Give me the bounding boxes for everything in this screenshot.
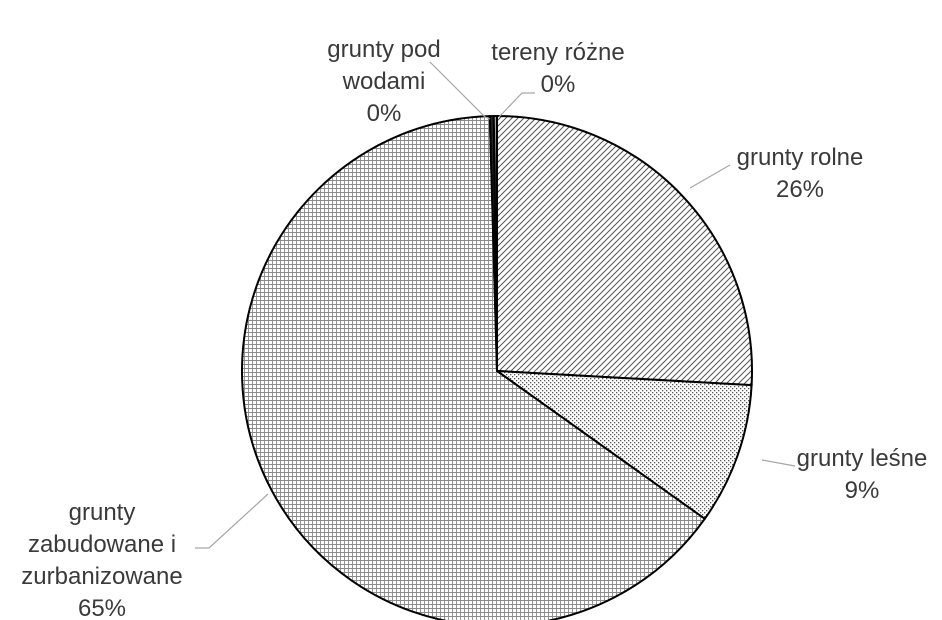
slice-value-label: 9% [845,477,880,504]
slice-labels: grunty rolne 26% grunty leśne 9% grunty zabud… [21,36,927,620]
pie-slice-2 [241,115,707,620]
slice-label-2: grunty zabudowane i zurbanizowane 65% [21,499,182,620]
leader-line-3 [429,61,491,120]
pie-slices [241,114,753,620]
leader-line-2 [195,493,269,549]
slice-name-label: wodami [342,68,426,95]
slice-value-label: 26% [776,176,824,203]
leader-line-0 [689,164,731,189]
slice-value-label: 0% [367,100,402,127]
slice-name-label: grunty pod [327,36,440,63]
leader-line-1 [761,459,796,467]
slice-name-label: zurbanizowane [21,563,182,590]
slice-label-3: grunty pod wodami 0% [327,36,440,127]
pie-slice-4 [492,114,498,372]
slice-name-label: zabudowane i [28,531,176,558]
slice-value-label: 65% [78,595,126,620]
slice-name-label: grunty rolne [737,144,864,171]
leader-line-4 [498,92,535,118]
slice-label-4: tereny różne 0% [491,39,624,98]
slice-value-label: 0% [541,71,576,98]
slice-name-label: grunty leśne [797,445,928,472]
pie-slice-1 [493,369,753,521]
leader-lines [195,61,796,549]
slice-name-label: tereny różne [491,39,624,66]
pie-slice-0 [496,114,753,387]
slice-label-1: grunty leśne 9% [797,445,928,504]
slice-label-0: grunty rolne 26% [737,144,864,203]
slice-name-label: grunty [69,499,136,526]
